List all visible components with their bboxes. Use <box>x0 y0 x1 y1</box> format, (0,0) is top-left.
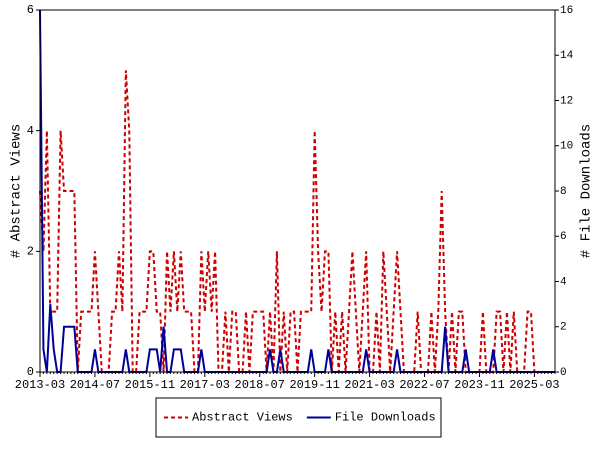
y2-tick-label: 12 <box>560 95 573 107</box>
x-tick-label: 2023-11 <box>454 378 504 392</box>
y-axis-title: # Abstract Views <box>9 124 25 258</box>
y2-tick-label: 10 <box>560 141 573 153</box>
y-tick-label: 2 <box>27 245 34 259</box>
x-tick-label: 2015-11 <box>125 378 175 392</box>
y-tick-label: 0 <box>27 365 34 379</box>
line-series <box>39 70 555 373</box>
y2-tick-label: 0 <box>560 367 567 379</box>
x-tick-label: 2019-11 <box>289 378 339 392</box>
y-tick-label: 4 <box>27 124 34 138</box>
y2-tick-label: 2 <box>560 322 567 334</box>
line-series <box>39 9 555 373</box>
x-tick-label: 2017-03 <box>180 378 230 392</box>
y2-tick-label: 14 <box>560 50 574 62</box>
y2-axis-title: # File Downloads <box>579 124 595 258</box>
x-tick-label: 2014-07 <box>70 378 120 392</box>
legend-label: File Downloads <box>335 411 436 425</box>
legend-label: Abstract Views <box>192 411 293 425</box>
legend-box <box>155 397 442 438</box>
y2-tick-label: 6 <box>560 231 567 243</box>
y-tick-label: 6 <box>27 3 34 17</box>
x-tick-label: 2021-03 <box>344 378 394 392</box>
x-tick-label: 2018-07 <box>235 378 285 392</box>
x-tick-label: 2013-03 <box>15 378 65 392</box>
x-tick-label: 2022-07 <box>399 378 449 392</box>
x-tick-label: 2025-03 <box>509 378 559 392</box>
y2-tick-label: 4 <box>560 276 567 288</box>
plot-frame <box>39 9 556 373</box>
y2-tick-label: 8 <box>560 186 567 198</box>
y2-tick-label: 16 <box>560 5 573 17</box>
